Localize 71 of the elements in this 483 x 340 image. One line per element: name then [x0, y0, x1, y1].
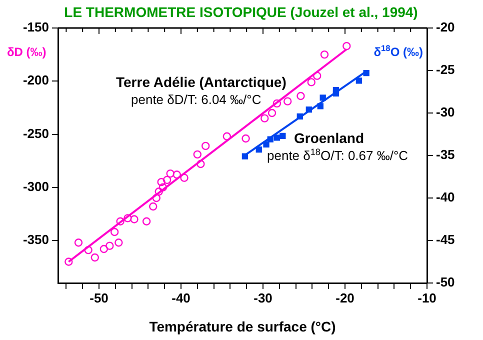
point — [106, 242, 114, 250]
x-tick-label: -40 — [172, 290, 190, 306]
point — [306, 106, 312, 113]
point — [157, 178, 166, 186]
point — [193, 150, 202, 159]
point — [284, 97, 292, 106]
point — [272, 99, 282, 108]
y2-tick-label: -50 — [436, 274, 455, 290]
y2-tick-label: -25 — [436, 62, 455, 78]
point — [142, 217, 151, 226]
point — [356, 78, 362, 84]
point — [280, 132, 286, 140]
point — [74, 238, 83, 247]
point — [363, 70, 370, 76]
chart-title: LE THERMOMETRE ISOTOPIQUE (Jouzel et al., 1994) — [64, 4, 418, 20]
point — [90, 253, 99, 262]
point — [124, 214, 132, 222]
point — [152, 194, 160, 202]
point — [320, 94, 326, 101]
y-tick-label: -350 — [22, 232, 49, 248]
point — [180, 174, 188, 182]
point — [320, 50, 329, 59]
point — [116, 217, 124, 226]
point — [296, 113, 303, 120]
y2-tick-label: -30 — [436, 104, 455, 120]
point — [256, 146, 262, 153]
point — [267, 136, 274, 142]
point — [166, 169, 174, 178]
point — [162, 176, 172, 184]
y-tick-label: -300 — [22, 178, 49, 194]
annotation: Groenland — [294, 130, 364, 146]
point — [317, 103, 324, 110]
x-tick-label: -30 — [254, 290, 272, 306]
point — [274, 134, 280, 141]
point — [307, 78, 316, 86]
x-tick-label: -20 — [336, 290, 354, 306]
annotation: pente δD/T: 6.04 ‰/°C — [131, 92, 262, 107]
point — [149, 202, 158, 211]
point — [296, 92, 305, 100]
point — [202, 142, 210, 150]
point — [260, 114, 269, 122]
y2-tick-label: -40 — [436, 190, 455, 205]
point — [263, 141, 270, 148]
x-axis-title: Température de surface (°C) — [149, 318, 336, 334]
point — [158, 183, 168, 192]
y2-tick-label: -20 — [436, 20, 455, 35]
x-tick-label: -50 — [90, 290, 108, 306]
point — [100, 244, 108, 254]
point — [332, 86, 340, 94]
point — [154, 188, 163, 196]
point — [342, 42, 351, 50]
annotation: Terre Adélie (Antarctique) — [116, 74, 286, 90]
y-axis-title: δD (‰) — [7, 45, 46, 59]
point — [114, 238, 123, 247]
point — [242, 153, 248, 160]
y2-tick-label: -45 — [436, 232, 455, 248]
y2-tick-label: -35 — [436, 147, 455, 162]
y-tick-label: -200 — [22, 72, 49, 88]
x-tick-label: -10 — [418, 290, 436, 306]
y-tick-label: -250 — [22, 126, 49, 141]
point — [172, 170, 181, 179]
y-tick-label: -150 — [22, 20, 49, 35]
point — [313, 72, 322, 80]
point — [268, 108, 276, 118]
point — [110, 228, 119, 236]
point — [84, 246, 92, 254]
point — [64, 258, 73, 266]
point — [222, 132, 232, 140]
point — [130, 215, 138, 224]
point — [242, 134, 250, 143]
point — [196, 160, 205, 168]
